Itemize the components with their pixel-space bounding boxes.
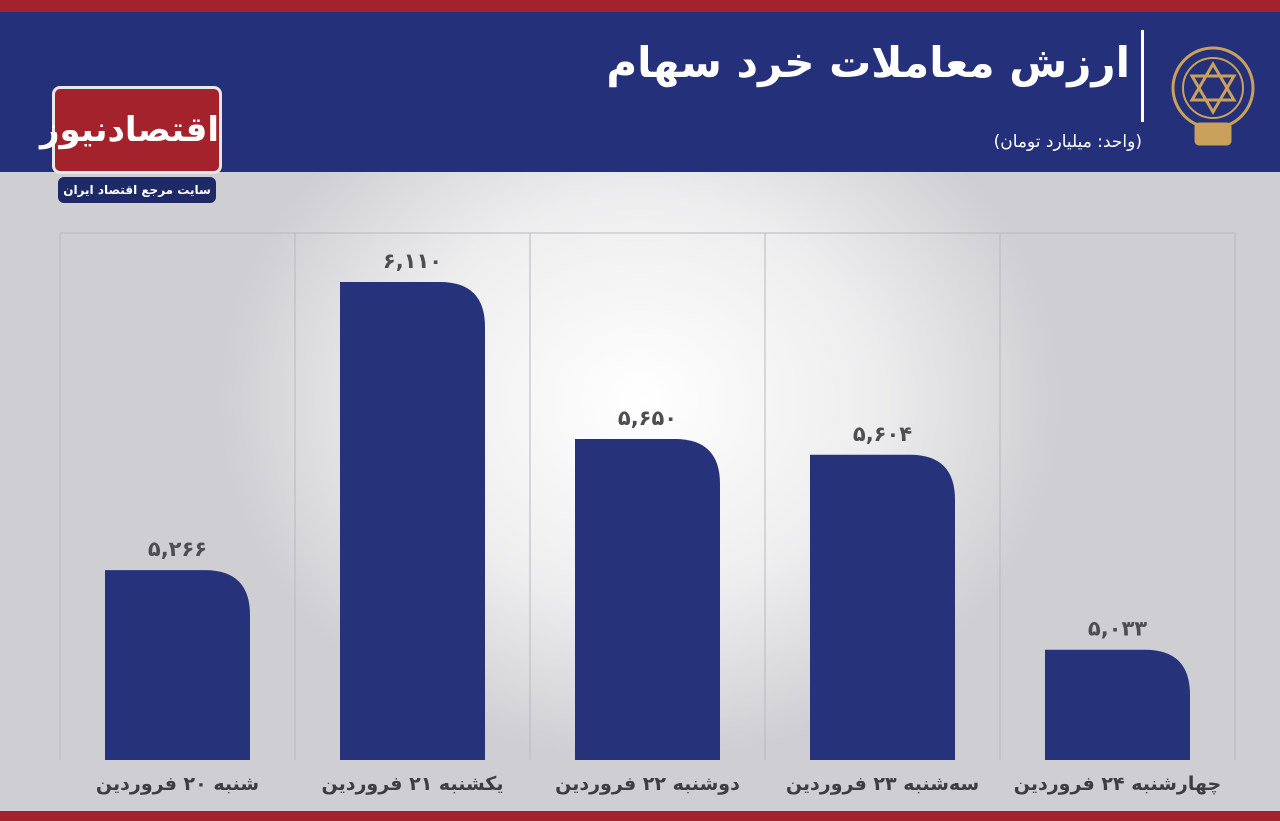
value-label: ۵,۰۳۳ [1088,617,1147,641]
brand-tagline: سایت مرجع اقتصاد ایران [58,177,216,203]
bar [575,439,720,760]
emblem [1171,46,1255,146]
bar [810,454,955,760]
top-stripe [0,0,1280,12]
x-tick-label: دوشنبه ۲۲ فروردین [555,773,740,795]
bottom-stripe [0,811,1280,821]
x-tick-label: شنبه ۲۰ فروردین [96,773,259,795]
x-tick-label: یکشنبه ۲۱ فروردین [322,773,504,795]
x-tick-label: چهارشنبه ۲۴ فروردین [1014,773,1221,795]
value-label: ۵,۶۵۰ [618,406,677,430]
bar [1045,649,1190,760]
bar [340,282,485,760]
value-label: ۶,۱۱۰ [383,249,442,273]
divider [1141,30,1144,122]
plot-area: ۵,۲۶۶ شنبه ۲۰ فروردین ۶,۱۱۰ یکشنبه ۲۱ فرورد… [59,232,1236,795]
value-label: ۵,۶۰۴ [853,422,912,446]
brand-logo: اقتصادنیوز [40,86,222,174]
bar [105,570,250,760]
value-label: ۵,۲۶۶ [148,537,207,561]
x-tick-label: سه‌شنبه ۲۳ فروردین [786,773,979,795]
chart-title: ارزش معاملات خرد سهام [606,38,1130,87]
unit-subtitle: (واحد: میلیارد تومان) [993,132,1142,152]
